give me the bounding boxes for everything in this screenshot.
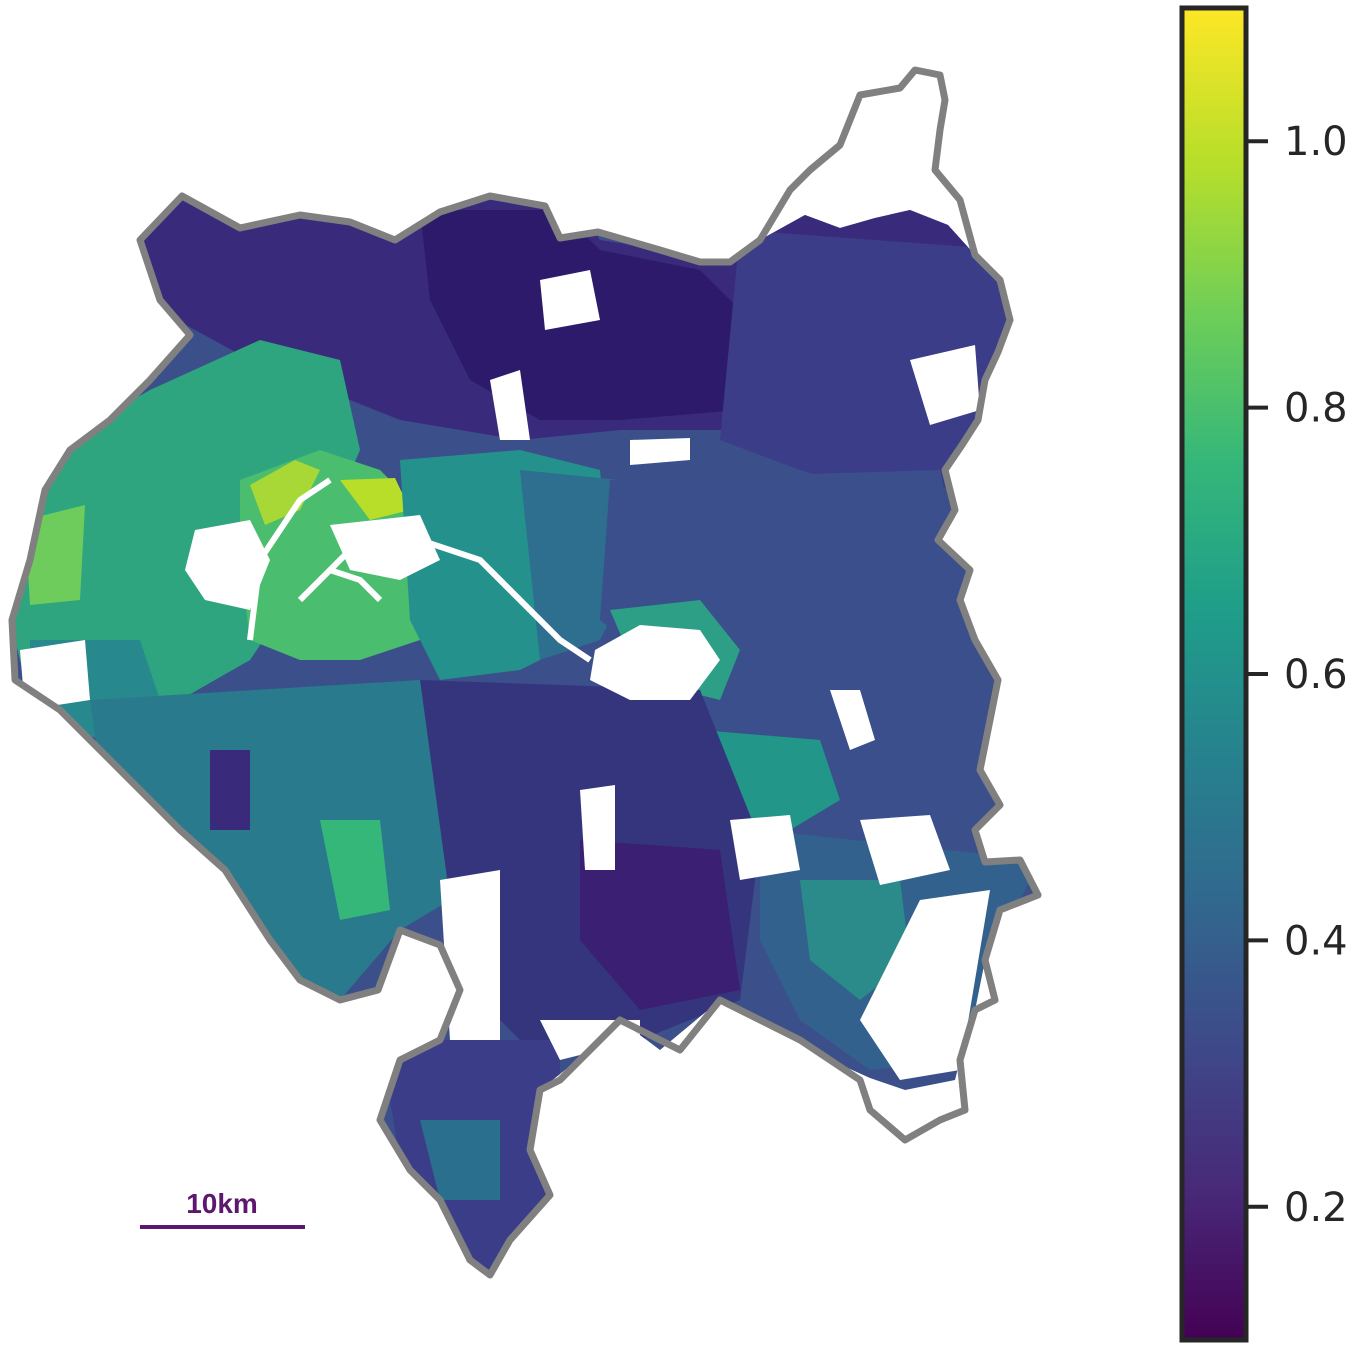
colorbar-gradient (1179, 5, 1249, 1343)
region-southwest-green (320, 820, 390, 920)
colorbar-tick-label: 0.4 (1284, 918, 1348, 964)
gap-bois-de-vincennes (590, 625, 720, 700)
gap-north-1 (540, 270, 600, 330)
colorbar-tick-label: 1.0 (1284, 119, 1348, 165)
gap-north-2 (490, 370, 530, 440)
region-northeast (720, 230, 1010, 500)
gap-paris-center (330, 515, 440, 580)
gap-south-2 (730, 815, 800, 880)
colorbar-tick-label: 0.6 (1284, 652, 1348, 698)
region-paris-yellow-2 (340, 478, 410, 520)
region-far-south-teal (420, 1120, 500, 1200)
gap-bois-de-boulogne (185, 520, 270, 610)
river-seine (247, 477, 592, 663)
region-east (600, 470, 990, 840)
gap-south-3 (860, 815, 950, 885)
region-south-dark (580, 840, 740, 1010)
scale-bar-label: 10km (186, 1188, 258, 1219)
gap-south-5 (860, 890, 990, 1080)
gap-north-3 (630, 438, 690, 465)
region-southwest-purple (210, 750, 250, 830)
gap-east-2 (830, 690, 875, 750)
colorbar-ticks: 1.0 0.8 0.6 0.4 0.2 (1246, 119, 1348, 1231)
map-boundary (8, 66, 1042, 1279)
colorbar: 1.0 0.8 0.6 0.4 0.2 (1179, 5, 1348, 1343)
region-paris-yellow (250, 460, 320, 525)
gap-west (20, 640, 90, 710)
gap-south-1 (580, 785, 615, 870)
region-southeast-teal (800, 880, 910, 1000)
scale-bar: 10km (140, 1188, 305, 1229)
region-southwest (90, 680, 450, 1000)
colorbar-tick-label: 0.2 (1284, 1185, 1348, 1231)
map-regions (12, 196, 1038, 1275)
colorbar-tick-label: 0.8 (1284, 386, 1348, 432)
gap-east (910, 345, 980, 425)
